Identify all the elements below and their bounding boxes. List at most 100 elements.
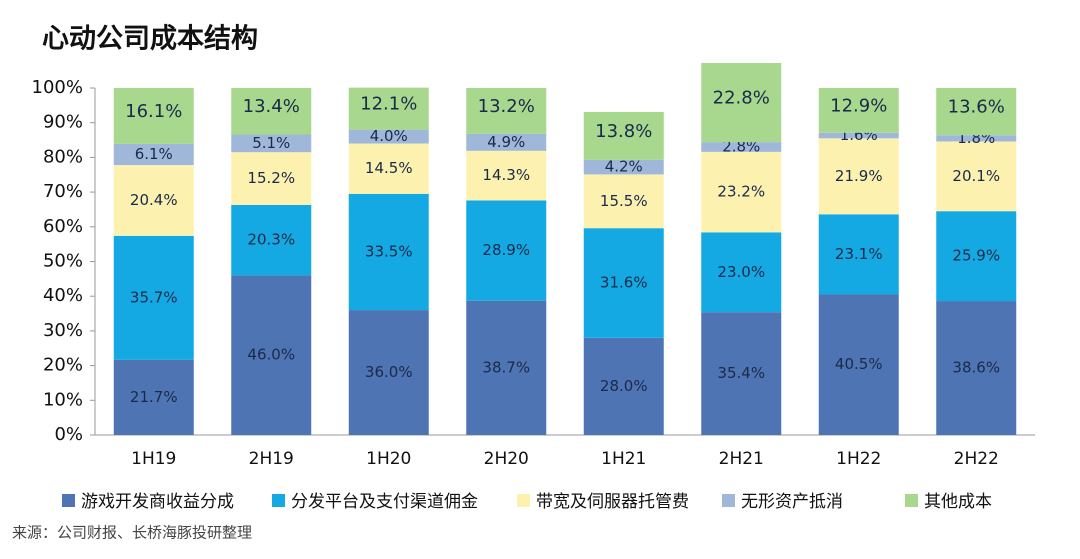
data-label: 21.9% <box>835 167 883 185</box>
legend-swatch <box>905 494 918 507</box>
bar-segment <box>231 134 312 153</box>
bar-segment <box>936 301 1017 435</box>
data-label: 20.4% <box>130 191 178 209</box>
data-label: 4.0% <box>370 127 408 145</box>
bar-segment <box>113 235 194 360</box>
legend-label: 无形资产抵消 <box>741 492 843 512</box>
data-label: 23.1% <box>835 245 883 263</box>
bar-segment <box>701 142 782 152</box>
x-tick-label: 2H20 <box>484 449 529 469</box>
bar-segment <box>583 111 664 160</box>
bar-segment <box>466 200 547 301</box>
x-tick-label: 2H19 <box>249 449 294 469</box>
y-tick-label: 40% <box>43 285 83 306</box>
legend-label: 游戏开发商收益分成 <box>81 492 234 512</box>
data-label: 35.4% <box>717 364 765 382</box>
x-tick-label: 1H22 <box>836 449 881 469</box>
data-label: 12.1% <box>360 94 417 115</box>
data-label: 13.8% <box>595 121 652 142</box>
bar-segment <box>701 151 782 233</box>
data-label: 31.6% <box>600 274 648 292</box>
x-tick-label: 1H19 <box>131 449 176 469</box>
bar-segment <box>583 159 664 175</box>
bar-segment <box>113 165 194 236</box>
bar-segment <box>818 132 899 139</box>
y-tick-label: 100% <box>32 77 83 98</box>
data-label: 38.6% <box>952 359 1000 377</box>
bar-segment <box>583 228 664 338</box>
bar-segment <box>466 133 547 151</box>
bar-segment <box>348 310 429 435</box>
bar-segment <box>583 174 664 229</box>
x-tick-label: 2H22 <box>954 449 999 469</box>
x-tick-label: 1H20 <box>366 449 411 469</box>
data-label: 20.1% <box>952 167 1000 185</box>
data-label: 46.0% <box>247 346 295 364</box>
source-note: 来源：公司财报、长桥海豚投研整理 <box>12 524 252 542</box>
data-label: 21.7% <box>130 388 178 406</box>
legend-swatch <box>62 494 75 507</box>
bar-segment <box>466 150 547 201</box>
bar-segment <box>936 88 1017 136</box>
bar-segment <box>818 214 899 295</box>
bar-segment <box>466 300 547 435</box>
bar-segment <box>701 63 782 143</box>
data-label: 15.5% <box>600 192 648 210</box>
bar-segment <box>113 88 194 144</box>
data-label: 14.3% <box>482 166 530 184</box>
bar-segment <box>936 211 1017 302</box>
bar-segment <box>348 143 429 194</box>
data-label: 14.5% <box>365 159 413 177</box>
data-label: 22.8% <box>713 88 770 109</box>
bar-segment <box>231 88 312 135</box>
data-label: 23.0% <box>717 263 765 281</box>
data-label: 35.7% <box>130 288 178 306</box>
bar-segment <box>231 152 312 205</box>
bar-segment <box>818 88 899 133</box>
y-tick-label: 60% <box>43 216 83 237</box>
y-tick-label: 50% <box>43 251 83 272</box>
legend-swatch <box>272 494 285 507</box>
data-label: 28.0% <box>600 377 648 395</box>
bar-segment <box>231 204 312 276</box>
data-label: 33.5% <box>365 242 413 260</box>
bar-segment <box>348 129 429 144</box>
y-tick-label: 80% <box>43 146 83 167</box>
y-tick-label: 70% <box>43 181 83 202</box>
x-tick-label: 2H21 <box>719 449 764 469</box>
data-label: 38.7% <box>482 358 530 376</box>
data-label: 13.2% <box>478 96 535 117</box>
data-label: 13.4% <box>243 96 300 117</box>
bar-segment <box>348 193 429 311</box>
y-tick-label: 0% <box>54 424 83 445</box>
y-tick-label: 20% <box>43 355 83 376</box>
bar-segment <box>936 141 1017 212</box>
data-label: 5.1% <box>252 134 290 152</box>
legend-swatch <box>722 494 735 507</box>
y-tick-label: 30% <box>43 320 83 341</box>
bar-segment <box>466 88 547 134</box>
bar-segment <box>818 138 899 215</box>
legend-swatch <box>517 494 530 507</box>
data-label: 12.9% <box>830 95 887 116</box>
bar-segment <box>231 275 312 435</box>
data-label: 23.2% <box>717 183 765 201</box>
chart-title: 心动公司成本结构 <box>42 24 258 55</box>
y-tick-label: 90% <box>43 112 83 133</box>
legend-label: 带宽及伺服器托管费 <box>536 492 689 512</box>
bar-segment <box>583 337 664 435</box>
bar-segment <box>113 143 194 166</box>
data-label: 13.6% <box>948 97 1005 118</box>
data-label: 6.1% <box>135 145 173 163</box>
data-label: 28.9% <box>482 241 530 259</box>
bar-segment <box>701 312 782 435</box>
data-label: 25.9% <box>952 247 1000 265</box>
y-tick-label: 10% <box>43 389 83 410</box>
data-label: 36.0% <box>365 363 413 381</box>
x-tick-label: 1H21 <box>601 449 646 469</box>
data-label: 15.2% <box>247 169 295 187</box>
data-label: 20.3% <box>247 231 295 249</box>
bar-segment <box>701 232 782 313</box>
data-label: 4.9% <box>487 133 525 151</box>
